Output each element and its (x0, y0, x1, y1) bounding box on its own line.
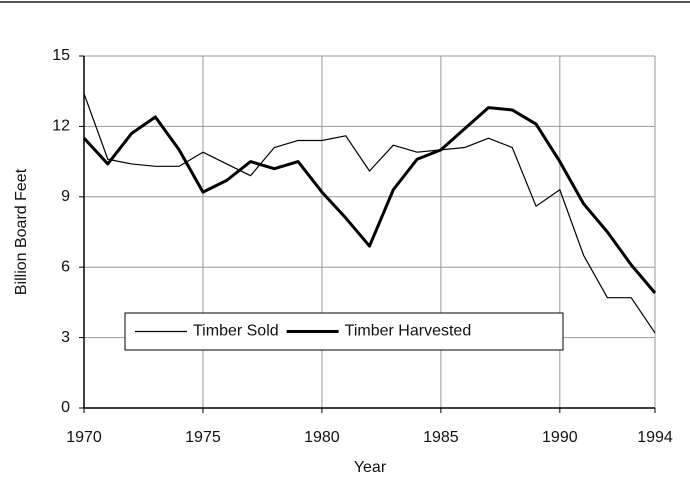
y-tick-label: 15 (52, 47, 70, 64)
series-line (82, 106, 657, 294)
x-tick-label: 1975 (185, 429, 221, 446)
y-tick-label: 12 (52, 118, 70, 135)
y-tick-label: 0 (61, 399, 70, 416)
x-tick-label: 1970 (66, 429, 102, 446)
x-axis-label: Year (354, 459, 387, 476)
y-tick-label: 6 (61, 258, 70, 275)
legend-label: Timber Sold (193, 323, 279, 340)
x-tick-label: 1990 (542, 429, 578, 446)
legend (124, 312, 564, 351)
x-tick-label: 1980 (304, 429, 340, 446)
y-axis-label: Billion Board Feet (13, 168, 30, 295)
y-tick-label: 9 (61, 188, 70, 205)
series-line (83, 93, 656, 334)
x-tick-label: 1985 (423, 429, 459, 446)
y-tick-label: 3 (61, 329, 70, 346)
legend-label: Timber Harvested (345, 323, 472, 340)
x-tick-label: 1994 (637, 429, 673, 446)
